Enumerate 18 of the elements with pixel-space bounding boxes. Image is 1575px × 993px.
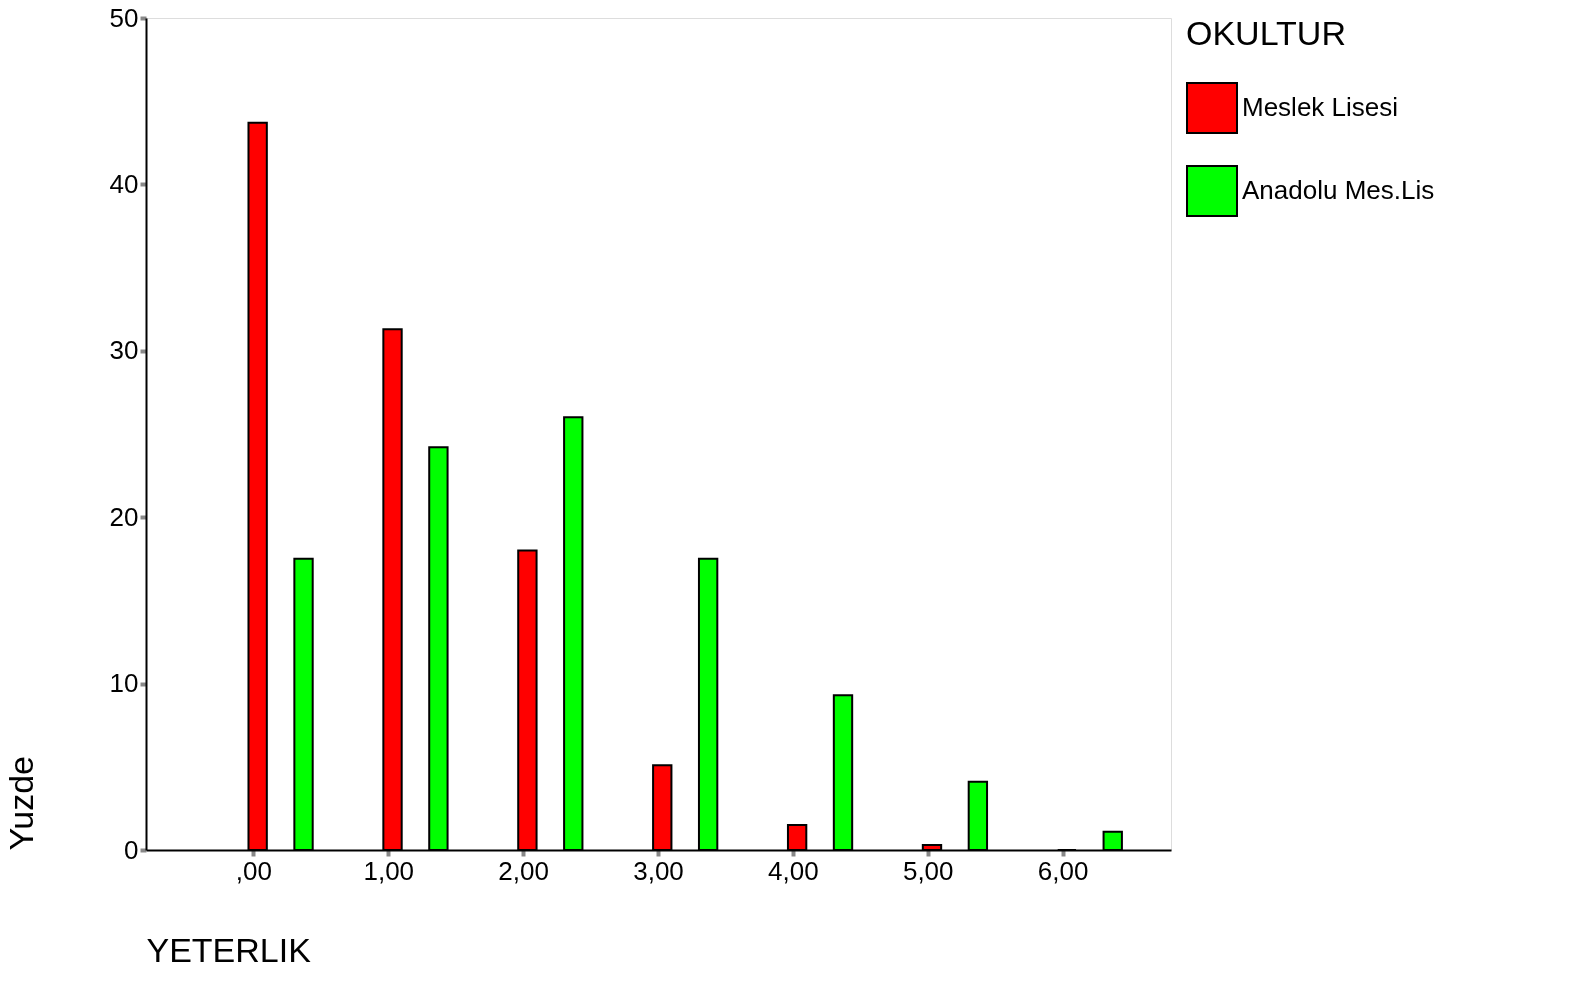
x-tick-label: ,00	[235, 855, 272, 886]
x-tick-label: 4,00	[768, 855, 819, 886]
x-tick-label: 6,00	[1037, 855, 1089, 886]
x-tick-label: 3,00	[633, 855, 684, 886]
x-tick-label: 2,00	[498, 855, 549, 886]
y-tick-label: 30	[109, 335, 139, 366]
legend-title: OKULTUR	[1186, 14, 1346, 52]
x-tick-label: 1,00	[363, 855, 415, 886]
y-tick-label: 40	[109, 168, 139, 199]
legend-label: Anadolu Mes.Lis	[1242, 175, 1435, 205]
y-tick-label: 50	[109, 2, 139, 33]
y-axis-title: Yuzde	[1, 755, 40, 851]
x-axis-title: YETERLIK	[146, 930, 312, 969]
y-tick-label: 0	[124, 834, 139, 865]
y-tick-label: 10	[109, 668, 139, 699]
y-tick-label: 20	[109, 501, 139, 532]
legend-label: Meslek Lisesi	[1242, 92, 1399, 122]
x-tick-label: 5,00	[902, 855, 954, 886]
